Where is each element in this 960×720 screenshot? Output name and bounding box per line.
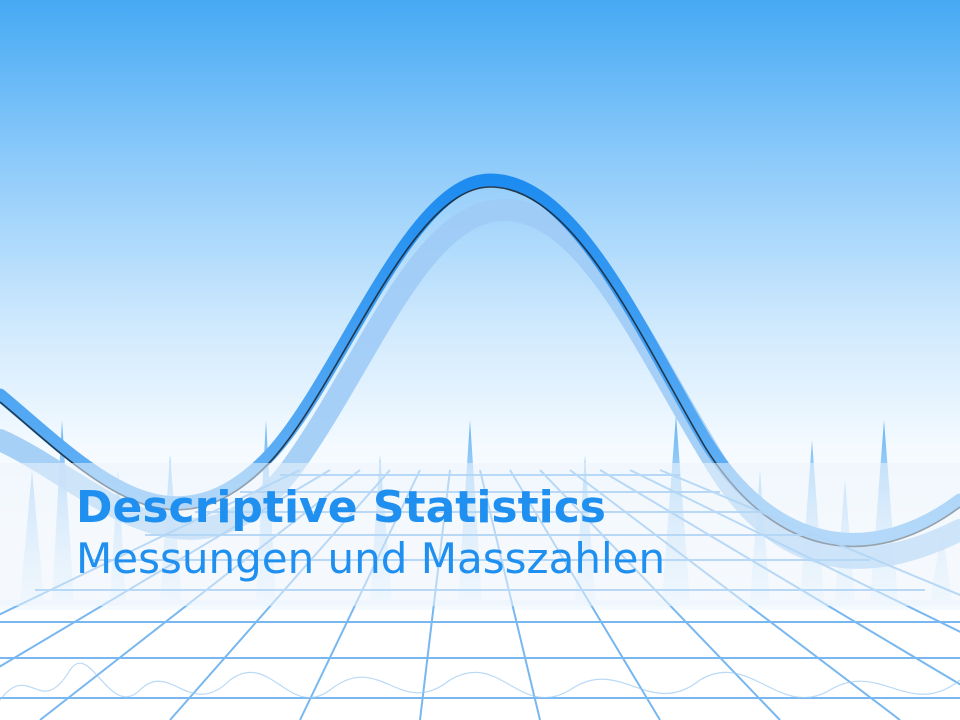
title-block: Descriptive Statistics Messungen und Mas…	[76, 482, 936, 584]
title-band	[0, 463, 960, 606]
floor-wave-trace	[0, 662, 960, 701]
slide-title: Descriptive Statistics	[76, 482, 606, 533]
slide-subtitle: Messungen und Masszahlen	[76, 534, 666, 583]
